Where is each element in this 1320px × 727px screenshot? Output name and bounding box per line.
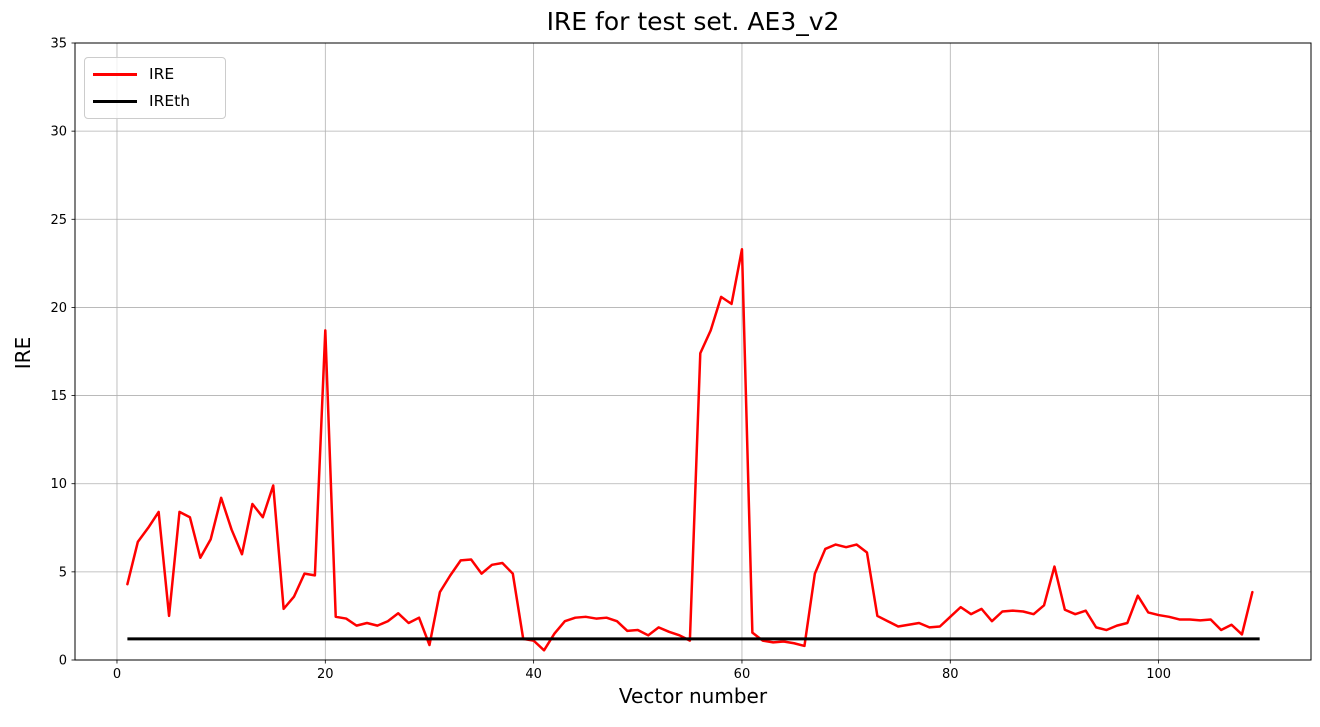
x-tick-label-100: 100	[1146, 667, 1171, 682]
y-tick-label-35: 35	[50, 37, 67, 52]
y-tick-label-30: 30	[50, 125, 67, 140]
x-tick-label-0: 0	[113, 667, 121, 682]
x-tick-label-80: 80	[942, 667, 959, 682]
ireth-line-swatch	[93, 99, 137, 103]
y-axis-label: IRE	[11, 336, 35, 370]
legend-entry-ireth: IREth	[93, 91, 217, 110]
legend-entry-ire: IRE	[93, 65, 217, 83]
x-axis-label: Vector number	[618, 684, 768, 708]
y-tick-label-25: 25	[50, 213, 67, 228]
y-tick-label-10: 10	[50, 477, 67, 492]
x-tick-label-40: 40	[525, 667, 542, 682]
x-tick-label-60: 60	[734, 667, 751, 682]
series-ire-line	[126, 248, 1254, 652]
chart-title: IRE for test set. AE3_v2	[546, 7, 840, 36]
x-tick-label-20: 20	[317, 667, 334, 682]
ire-line-swatch	[93, 73, 137, 77]
legend-label-ireth: IREth	[149, 91, 191, 110]
legend: IRE IREth	[84, 57, 226, 119]
legend-label-ire: IRE	[149, 65, 175, 83]
y-tick-label-20: 20	[50, 301, 67, 316]
y-tick-label-5: 5	[59, 565, 67, 580]
y-tick-label-0: 0	[59, 654, 67, 669]
axes-spines	[74, 42, 1312, 661]
y-tick-label-15: 15	[50, 389, 67, 404]
